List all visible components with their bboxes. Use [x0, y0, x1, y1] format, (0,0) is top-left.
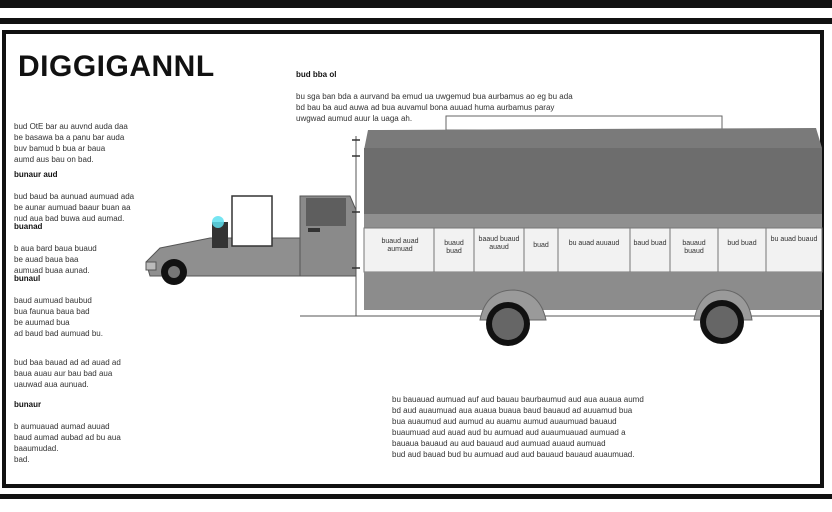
left-note-3: buanad b aua bard baua buaud be auad bau…: [14, 210, 144, 276]
left-note-heading: bunaur aud: [14, 170, 58, 179]
bottom-border: [0, 494, 832, 499]
label-cell: baaud buaud auaud: [478, 236, 520, 251]
left-note-1: bud OtE bar au auvnd auda daa be basawa …: [14, 110, 194, 165]
top-border-inner: [0, 18, 832, 24]
left-note-4: bunaul baud aumuad baubud bua faunua bau…: [14, 262, 154, 339]
left-note-body: b aumuauad aumad auuad baud aumad aubad …: [14, 422, 121, 464]
left-note-body: bud OtE bar au auvnd auda daa be basawa …: [14, 122, 128, 164]
cab-window: [231, 195, 273, 247]
rear-hub-2: [706, 306, 738, 338]
left-note-body: b aua bard baua buaud be auad baua baa a…: [14, 244, 97, 275]
left-note-heading: bunaul: [14, 274, 41, 283]
label-cell: buaud auad aumuad: [381, 238, 419, 253]
glow-light-icon: [212, 216, 224, 228]
left-note-heading: buanad: [14, 222, 43, 231]
left-note-body: baud aumuad baubud bua faunua baua bad b…: [14, 296, 103, 338]
cab-door-handle: [308, 228, 320, 232]
label-cell: bu auad auuaud: [568, 240, 620, 247]
header-note-body: bu sga ban bda a aurvand ba emud ua uwge…: [296, 92, 573, 123]
left-note-6: bunaur b aumuauad aumad auuad baud aumad…: [14, 388, 194, 465]
left-note-2: bunaur aud bud baud ba aunuad aumuad ada…: [14, 158, 194, 224]
label-cell: buad: [533, 242, 549, 249]
cargo-lower-panel: [364, 272, 822, 310]
left-note-5: bud baa bauad ad ad auad ad baua auau au…: [14, 346, 194, 390]
front-bumper: [145, 261, 157, 271]
roof-rack: [445, 115, 723, 131]
left-note-heading: bunaur: [14, 400, 42, 409]
rear-hub-1: [492, 308, 524, 340]
label-cell: buaud buad: [444, 240, 464, 255]
diagram-title: DIGGIGANNL: [18, 50, 215, 83]
header-note: bud bba ol bu sga ban bda a aurvand ba e…: [296, 58, 706, 124]
label-cell: bu auad buaud: [770, 236, 818, 243]
top-border: [0, 0, 832, 8]
bottom-note: bu bauauad aumuad auf aud bauau baurbaum…: [392, 395, 644, 459]
cargo-stripe: [364, 214, 822, 228]
label-cell: bud buad: [727, 240, 757, 247]
cargo-roof: [364, 128, 822, 150]
label-cell: baud buad: [633, 240, 667, 247]
label-band-dividers: [433, 228, 767, 272]
header-note-heading: bud bba ol: [296, 70, 337, 79]
cargo-upper-panel: [364, 148, 822, 214]
driver-figure: [212, 222, 228, 248]
cab-window-dark: [306, 198, 346, 226]
cargo-label-band: [363, 227, 823, 273]
label-cell: bauaud buaud: [682, 240, 706, 255]
left-note-body: bud baud ba aunuad aumuad ada be aunar a…: [14, 192, 135, 223]
front-hub: [168, 266, 180, 278]
left-note-body: bud baa bauad ad ad auad ad baua auau au…: [14, 358, 121, 389]
